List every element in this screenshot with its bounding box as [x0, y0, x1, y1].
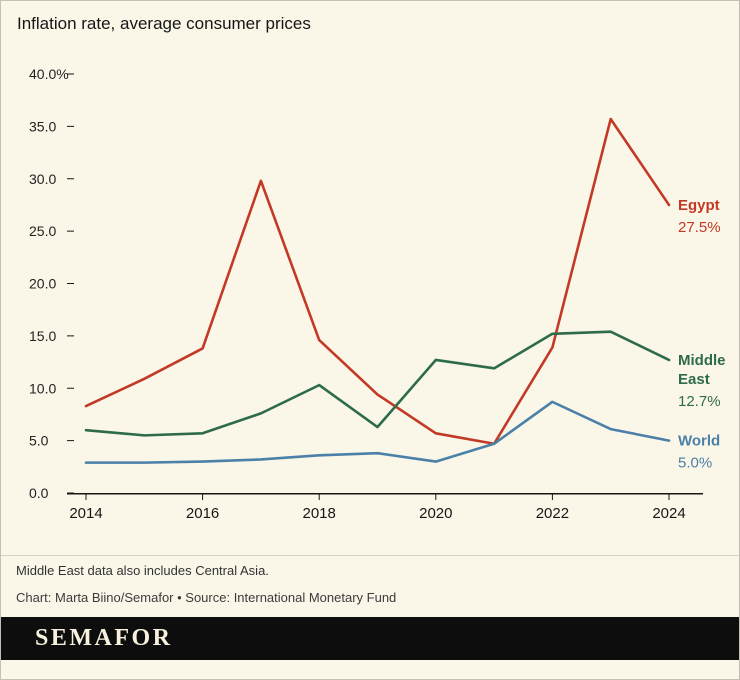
y-tick-label: 20.0 — [29, 276, 56, 292]
y-tick-label: 15.0 — [29, 328, 56, 344]
series-label-world: World — [678, 433, 720, 450]
y-tick-label: 10.0 — [29, 380, 56, 396]
chart-footnote: Middle East data also includes Central A… — [16, 563, 269, 578]
y-tick-label: 5.0 — [29, 433, 49, 449]
x-tick-label: 2018 — [303, 505, 336, 522]
brand-bar: SEMAFOR — [1, 617, 739, 660]
series-label-middle-east: Middle — [678, 352, 726, 369]
series-line-middle-east — [84, 330, 671, 437]
y-tick-label: 35.0 — [29, 118, 56, 134]
x-tick-label: 2014 — [69, 505, 102, 522]
series-label-middle-east: East — [678, 371, 710, 388]
y-tick-label: 25.0 — [29, 223, 56, 239]
series-value-world: 5.0% — [678, 455, 712, 472]
semafor-logo: SEMAFOR — [35, 625, 173, 651]
series-value-egypt: 27.5% — [678, 219, 721, 236]
x-tick-label: 2016 — [186, 505, 219, 522]
x-tick-label: 2022 — [536, 505, 569, 522]
series-line-world — [84, 400, 671, 464]
series-value-middle-east: 12.7% — [678, 393, 721, 410]
series-line-egypt — [84, 117, 671, 446]
y-tick-label: 30.0 — [29, 171, 56, 187]
y-tick-label: 40.0% — [29, 66, 69, 82]
series-label-egypt: Egypt — [678, 197, 720, 214]
x-tick-label: 2020 — [419, 505, 452, 522]
inflation-line-chart: 0.0 5.0 10.0 15.0 20.0 25.0 30.0 35.0 40.0% 2014 2… — [29, 66, 726, 522]
chart-credit-line: Chart: Marta Biino/Semafor • Source: Int… — [16, 590, 397, 605]
chart-title: Inflation rate, average consumer prices — [17, 14, 311, 33]
y-tick-label: 0.0 — [29, 485, 49, 501]
footer-divider — [1, 555, 739, 556]
x-tick-label: 2024 — [652, 505, 685, 522]
